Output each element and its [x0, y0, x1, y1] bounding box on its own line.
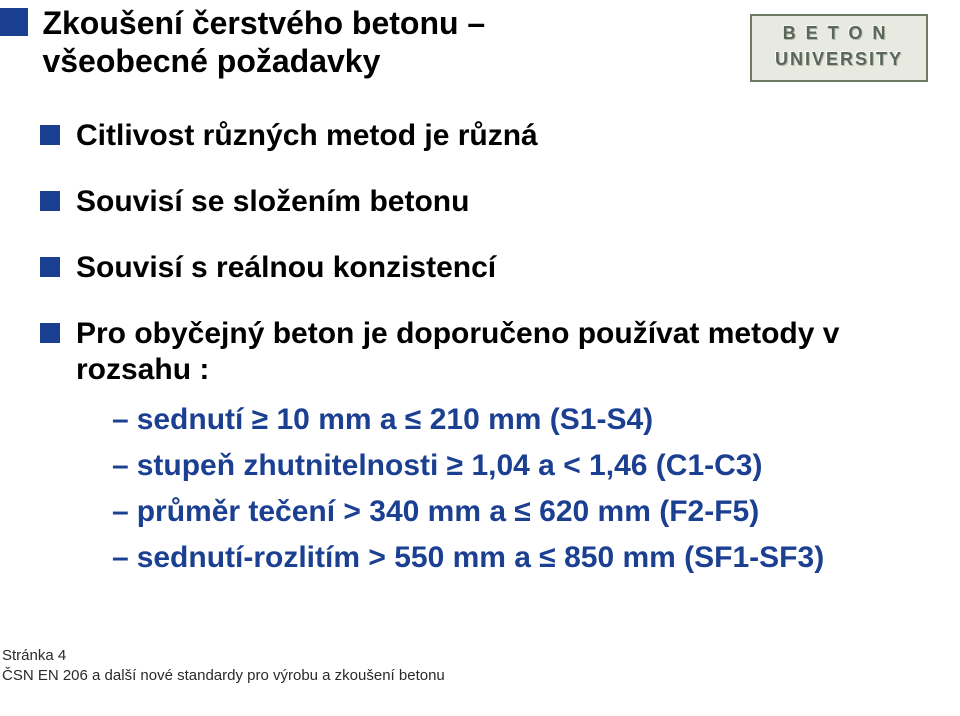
sub-bullet-list: –sednutí ≥ 10 mm a ≤ 210 mm (S1-S4) –stu… [112, 400, 920, 578]
title-line-2: všeobecné požadavky [42, 43, 380, 79]
square-bullet-icon [40, 323, 60, 343]
sub-bullet-item: –sednutí ≥ 10 mm a ≤ 210 mm (S1-S4) [112, 400, 920, 440]
bullet-item: Souvisí se složením betonu [40, 184, 920, 220]
dash-icon: – [112, 403, 129, 436]
logo-line-1: BETON [752, 20, 926, 46]
dash-icon: – [112, 449, 129, 482]
dash-icon: – [112, 541, 129, 574]
logo-box: BETON UNIVERSITY [750, 14, 928, 82]
square-bullet-icon [40, 125, 60, 145]
dash-icon: – [112, 495, 129, 528]
bullet-text: Souvisí s reálnou konzistencí [76, 250, 496, 286]
sub-bullet-item: –sednutí-rozlitím > 550 mm a ≤ 850 mm (S… [112, 538, 920, 578]
body-content: Citlivost různých metod je různá Souvisí… [40, 118, 920, 584]
bullet-item: Pro obyčejný beton je doporučeno používa… [40, 316, 920, 388]
sub-bullet-text: stupeň zhutnitelnosti ≥ 1,04 a < 1,46 (C… [137, 449, 763, 482]
logo-line-2: UNIVERSITY [752, 46, 926, 72]
bullet-text: Souvisí se složením betonu [76, 184, 469, 220]
title-line-1: Zkoušení čerstvého betonu – [42, 5, 485, 41]
slide: BETON UNIVERSITY Zkoušení čerstvého beto… [0, 0, 960, 716]
footer-doc-title: ČSN EN 206 a další nové standardy pro vý… [2, 666, 445, 686]
bullet-item: Souvisí s reálnou konzistencí [40, 250, 920, 286]
footer: Stránka 4 ČSN EN 206 a další nové standa… [2, 646, 445, 686]
bullet-text: Pro obyčejný beton je doporučeno používa… [76, 316, 920, 388]
square-bullet-icon [40, 191, 60, 211]
sub-bullet-text: sednutí-rozlitím > 550 mm a ≤ 850 mm (SF… [137, 541, 825, 574]
sub-bullet-item: –průměr tečení > 340 mm a ≤ 620 mm (F2-F… [112, 492, 920, 532]
sub-bullet-item: –stupeň zhutnitelnosti ≥ 1,04 a < 1,46 (… [112, 446, 920, 486]
sub-bullet-text: průměr tečení > 340 mm a ≤ 620 mm (F2-F5… [137, 495, 760, 528]
title-bullet-icon [0, 8, 28, 36]
slide-title: Zkoušení čerstvého betonu – všeobecné po… [42, 4, 485, 80]
page-number: Stránka 4 [2, 646, 445, 666]
square-bullet-icon [40, 257, 60, 277]
title-block: Zkoušení čerstvého betonu – všeobecné po… [0, 4, 485, 80]
bullet-text: Citlivost různých metod je různá [76, 118, 538, 154]
sub-bullet-text: sednutí ≥ 10 mm a ≤ 210 mm (S1-S4) [137, 403, 653, 436]
bullet-item: Citlivost různých metod je různá [40, 118, 920, 154]
